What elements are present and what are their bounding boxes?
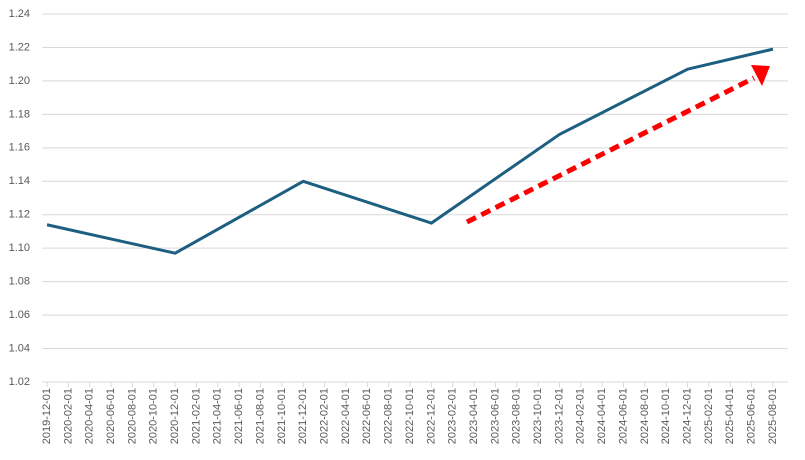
x-tick-label: 2024-02-01 [575, 388, 587, 444]
x-tick-label: 2022-06-01 [361, 388, 373, 444]
x-tick-label: 2023-10-01 [532, 388, 544, 444]
y-tick-label: 1.22 [9, 41, 30, 53]
x-tick-label: 2020-04-01 [84, 388, 96, 444]
x-tick-label: 2024-06-01 [617, 388, 629, 444]
x-tick-label: 2025-02-01 [703, 388, 715, 444]
x-tick-label: 2020-02-01 [62, 388, 74, 444]
y-tick-label: 1.08 [9, 276, 30, 288]
y-tick-label: 1.04 [9, 342, 30, 354]
x-tick-label: 2024-12-01 [681, 388, 693, 444]
y-tick-label: 1.16 [9, 142, 30, 154]
x-tick-label: 2024-08-01 [639, 388, 651, 444]
x-tick-label: 2021-02-01 [190, 388, 202, 444]
x-tick-label: 2021-04-01 [212, 388, 224, 444]
x-tick-label: 2023-02-01 [447, 388, 459, 444]
x-tick-label: 2023-12-01 [553, 388, 565, 444]
x-tick-label: 2023-08-01 [511, 388, 523, 444]
y-tick-label: 1.12 [9, 209, 30, 221]
plot-area: 1.02 1.04 1.06 1.08 1.10 1.12 1.14 1.16 1.18 1.20… [9, 8, 788, 444]
trend-arrow [465, 65, 770, 225]
x-tick-label: 2025-04-01 [724, 388, 736, 444]
y-tick-label: 1.18 [9, 108, 30, 120]
y-tick-label: 1.06 [9, 309, 30, 321]
x-tick-label: 2022-02-01 [318, 388, 330, 444]
y-tick-label: 1.02 [9, 376, 30, 388]
x-tick-label: 2025-08-01 [767, 388, 779, 444]
x-tick-label: 2023-04-01 [468, 388, 480, 444]
x-tick-label: 2024-04-01 [596, 388, 608, 444]
y-tick-label: 1.20 [9, 75, 30, 87]
data-line [46, 47, 774, 255]
y-tick-label: 1.10 [9, 242, 30, 254]
y-tick-label: 1.14 [9, 175, 30, 187]
x-tick-label: 2021-10-01 [276, 388, 288, 444]
x-tick-label: 2020-06-01 [105, 388, 117, 444]
arrow-shaft [465, 75, 756, 225]
x-tick-label: 2022-12-01 [425, 388, 437, 444]
x-tick-label: 2022-08-01 [383, 388, 395, 444]
x-tick-label: 2023-06-01 [489, 388, 501, 444]
arrow-head [751, 65, 770, 86]
x-tick-label: 2024-10-01 [660, 388, 672, 444]
y-tick-label: 1.24 [9, 8, 30, 20]
x-tick-label: 2020-08-01 [126, 388, 138, 444]
x-tick-label: 2022-10-01 [404, 388, 416, 444]
x-tick-label: 2020-10-01 [148, 388, 160, 444]
x-tick-label: 2021-12-01 [297, 388, 309, 444]
x-tick-label: 2021-08-01 [254, 388, 266, 444]
x-tick-label: 2020-12-01 [169, 388, 181, 444]
x-tick-label: 2025-06-01 [746, 388, 758, 444]
x-tick-label: 2021-06-01 [233, 388, 245, 444]
x-tick-label: 2022-04-01 [340, 388, 352, 444]
x-tick-label: 2019-12-01 [41, 388, 53, 444]
